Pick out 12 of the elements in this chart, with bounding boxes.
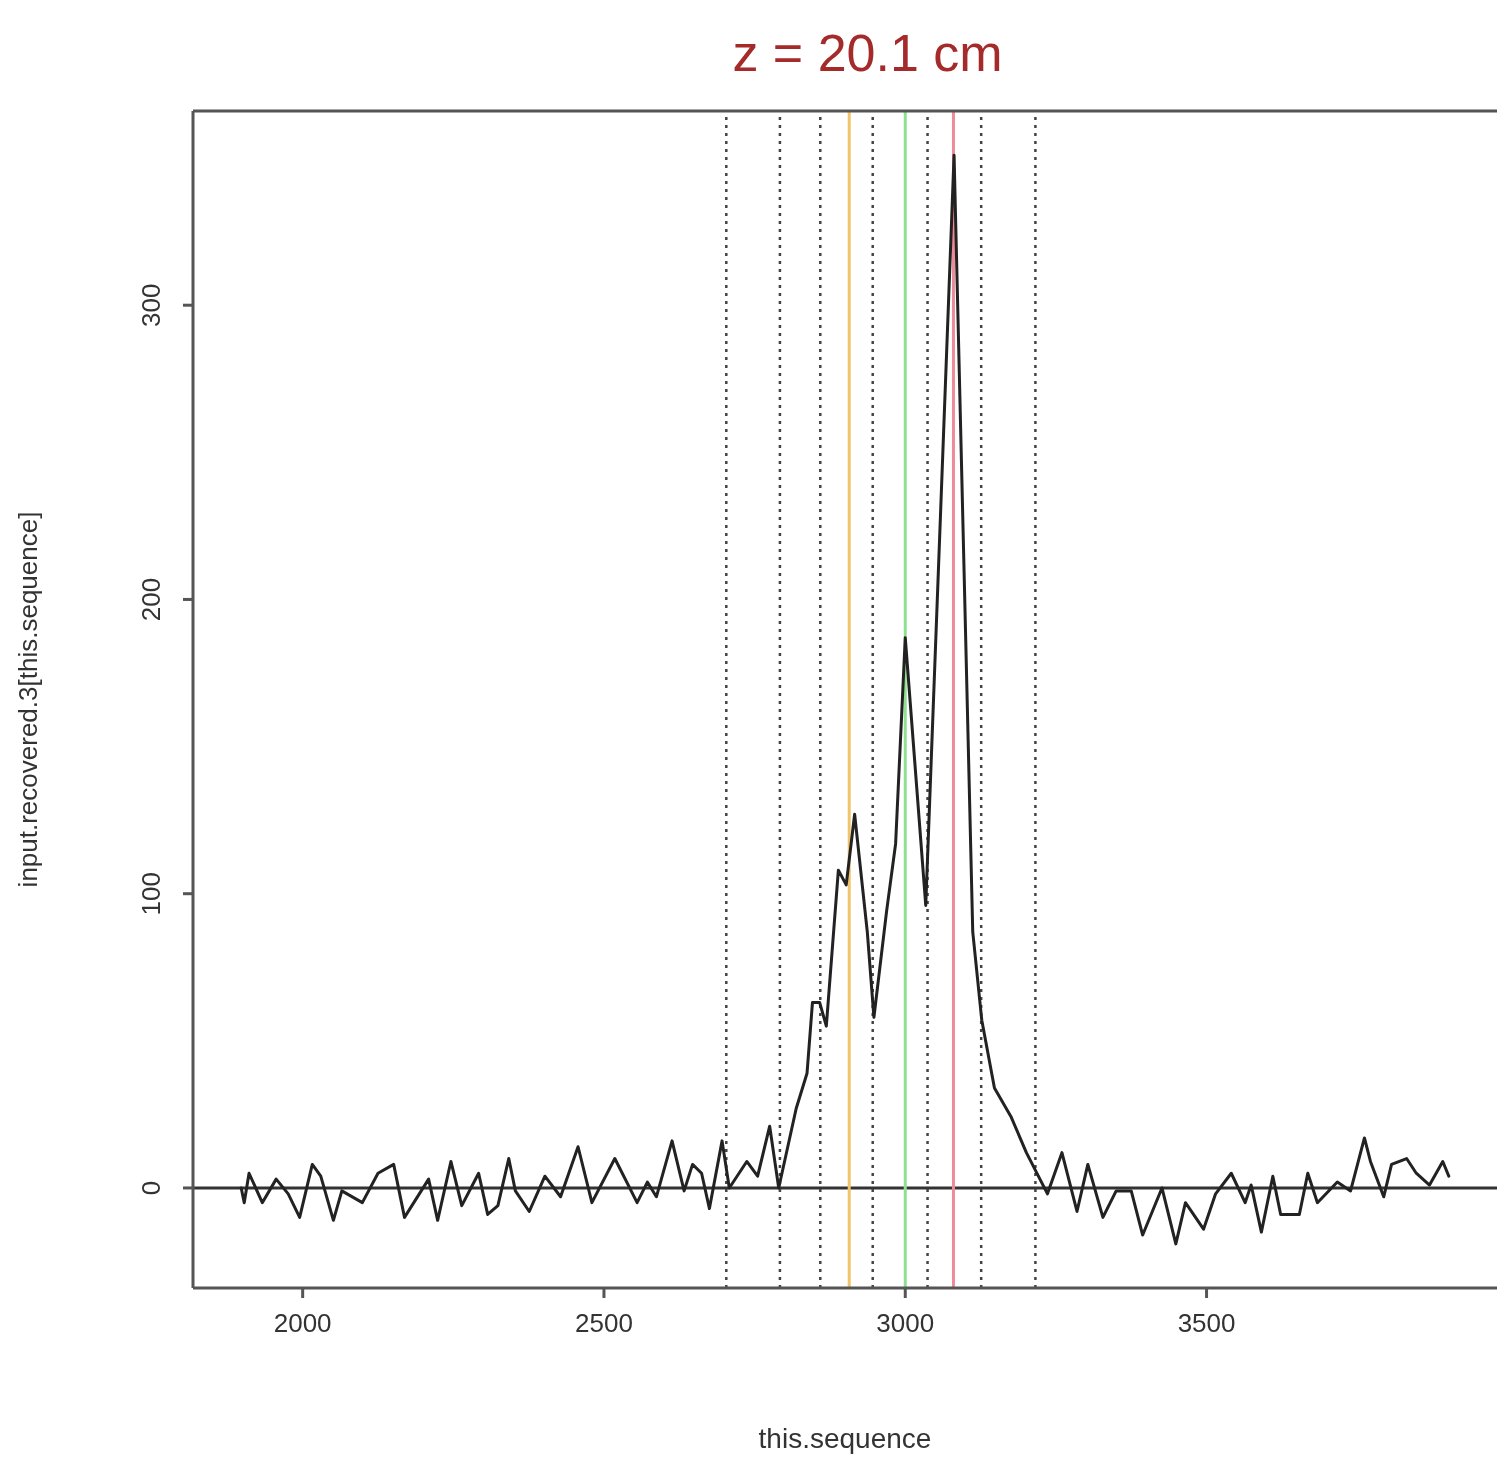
x-tick-label: 2500 bbox=[575, 1308, 633, 1339]
y-axis-title: input.recovered.3[this.sequence] bbox=[13, 511, 44, 888]
x-tick-label: 2000 bbox=[273, 1308, 332, 1339]
y-tick-label: 200 bbox=[136, 577, 166, 622]
y-tick-label: 300 bbox=[136, 283, 166, 327]
chart-title: z = 20.1 cm bbox=[731, 23, 1004, 84]
line-series bbox=[239, 153, 1451, 1246]
x-axis-title: this.sequence bbox=[758, 1423, 932, 1454]
x-tick-label: 3000 bbox=[876, 1308, 935, 1339]
y-tick-label: 0 bbox=[136, 1180, 166, 1196]
y-tick-label: 100 bbox=[136, 872, 166, 916]
x-tick-label: 3500 bbox=[1177, 1308, 1236, 1339]
